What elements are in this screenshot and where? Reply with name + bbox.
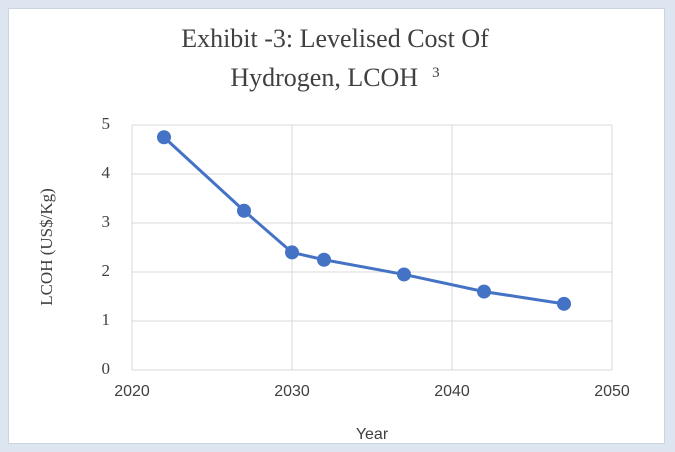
x-tick-label: 2020	[114, 383, 150, 400]
chart-panel	[8, 8, 665, 444]
data-point	[285, 245, 299, 260]
title-superscript: 3	[432, 65, 440, 81]
data-point	[477, 284, 491, 299]
y-tick-label: 3	[102, 212, 111, 231]
x-tick-label: 2050	[594, 383, 630, 400]
data-point	[397, 267, 411, 282]
y-tick-label: 2	[102, 261, 111, 280]
y-tick-label: 0	[102, 359, 111, 378]
chart-title-block: Exhibit -3: Levelised Cost Of Hydrogen, …	[150, 22, 520, 95]
x-axis-label: Year	[356, 426, 389, 443]
y-tick-label: 1	[102, 310, 111, 329]
data-point	[157, 130, 171, 145]
series-line	[162, 136, 565, 306]
data-point	[317, 252, 331, 267]
y-axis-label: LCOH (US$/Kg)	[37, 188, 56, 306]
y-tick-label: 4	[102, 163, 111, 182]
chart-title: Exhibit -3: Levelised Cost Of Hydrogen, …	[181, 24, 489, 92]
data-point	[237, 203, 251, 218]
x-tick-label: 2040	[434, 383, 470, 400]
data-point	[557, 296, 571, 311]
x-tick-label: 2030	[274, 383, 310, 400]
y-tick-label: 5	[102, 114, 111, 133]
